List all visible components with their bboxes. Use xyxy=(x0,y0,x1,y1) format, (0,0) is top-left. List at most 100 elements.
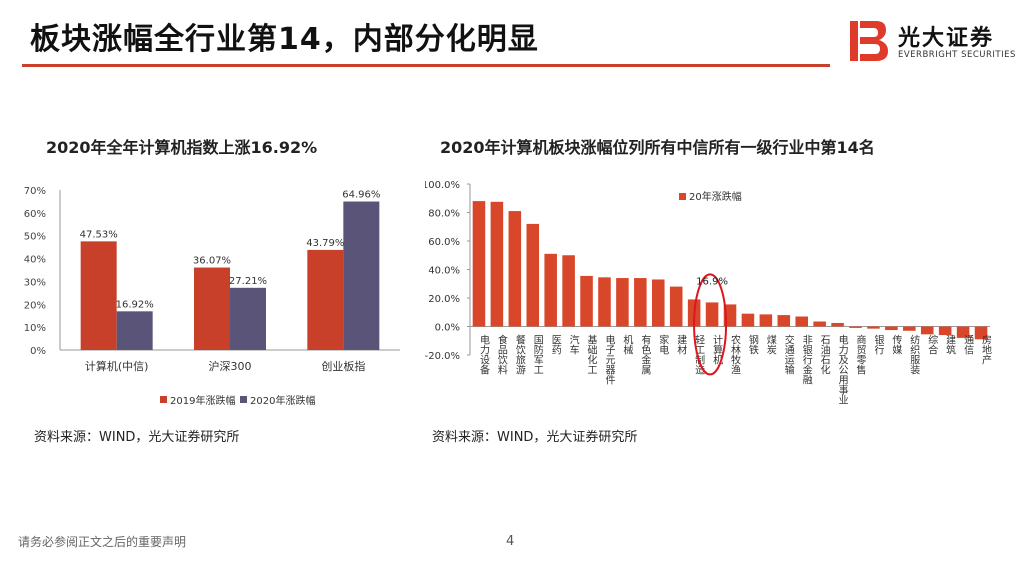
x-category-label: 银行 xyxy=(872,333,884,355)
data-label: 36.07% xyxy=(193,256,231,267)
industry-bar xyxy=(634,278,647,327)
data-label: 47.53% xyxy=(80,229,118,240)
industry-bar xyxy=(562,255,575,327)
x-category-label: 汽车 xyxy=(567,333,579,355)
bar-2019 xyxy=(80,241,117,350)
data-label: 27.21% xyxy=(229,276,267,287)
legend-label: 2020年涨跌幅 xyxy=(250,394,315,407)
industry-bar xyxy=(777,315,791,327)
x-category-label: 非银行金融 xyxy=(800,334,812,385)
y-tick-label: -20.0% xyxy=(425,351,460,362)
industry-bar xyxy=(849,326,862,328)
y-tick-label: 40.0% xyxy=(428,266,460,277)
industry-bar xyxy=(652,279,665,327)
bar-2020 xyxy=(343,201,380,350)
right-bar-chart: -20.0% 0.0% 20.0% 40.0% 60.0% 80.0% 100.0% 电力设备… xyxy=(425,180,992,405)
industry-bar xyxy=(669,286,683,327)
y-tick-label: 80.0% xyxy=(428,209,460,220)
bar-2019 xyxy=(307,249,344,350)
x-category-label: 农林牧渔 xyxy=(729,333,741,375)
company-logo: 光大证券 EVERBRIGHT SECURITIES xyxy=(848,18,1018,66)
y-tick-label: 60.0% xyxy=(428,237,460,248)
industry-bar xyxy=(508,211,522,327)
y-tick-label: 30% xyxy=(24,277,46,288)
x-category-label: 电力设备 xyxy=(477,333,489,375)
page-title: 板块涨幅全行业第14，内部分化明显 xyxy=(30,22,539,57)
highlight-label: 16.9% xyxy=(696,276,728,287)
x-category-label: 机械 xyxy=(621,333,633,355)
industry-bar xyxy=(580,275,593,327)
x-category-label: 传媒 xyxy=(890,334,902,355)
x-category-label: 电力及公用事业 xyxy=(836,333,848,404)
page-number: 4 xyxy=(506,534,515,549)
industry-bar xyxy=(616,278,629,327)
x-category-label: 创业板指 xyxy=(321,359,365,373)
bar-2020 xyxy=(116,311,153,350)
industry-bar xyxy=(813,321,826,327)
x-category-label: 房地产 xyxy=(980,333,992,365)
industry-bar xyxy=(938,326,952,336)
data-label: 16.92% xyxy=(116,299,154,310)
y-tick-label: 0% xyxy=(30,346,46,357)
industry-bar xyxy=(741,313,755,327)
x-category-label: 国防军工 xyxy=(531,334,543,374)
left-bar-chart: 0% 10% 20% 30% 40% 50% 60% 70% 47.53% 16.92% 计算机(中… xyxy=(24,186,400,407)
y-tick-label: 100.0% xyxy=(425,180,460,191)
legend-label: 2019年涨跌幅 xyxy=(170,394,235,407)
x-category-label: 沪深300 xyxy=(209,359,252,373)
logo-subtext: EVERBRIGHT SECURITIES xyxy=(898,50,1016,60)
x-category-label: 建材 xyxy=(675,333,687,354)
x-category-label: 综合 xyxy=(926,333,938,355)
y-tick-label: 70% xyxy=(24,186,46,197)
x-category-label: 家电 xyxy=(657,333,669,354)
x-category-label: 计算机(中信) xyxy=(85,359,149,373)
x-category-label: 煤炭 xyxy=(764,333,776,355)
industry-bar xyxy=(598,277,611,327)
industry-bar xyxy=(956,326,970,338)
y-tick-label: 20% xyxy=(24,300,46,311)
x-category-label: 有色金属 xyxy=(639,333,651,375)
y-tick-label: 40% xyxy=(24,255,46,266)
left-chart-source: 资料来源：WIND，光大证券研究所 xyxy=(34,430,240,445)
industry-bar xyxy=(544,253,557,327)
bar-2020 xyxy=(230,287,266,350)
x-category-label: 建筑 xyxy=(944,333,956,354)
x-category-label: 纺织服装 xyxy=(908,333,920,375)
y-tick-label: 10% xyxy=(24,323,46,334)
industry-bar xyxy=(705,302,719,327)
industry-bar xyxy=(759,314,773,327)
right-chart-source: 资料来源：WIND，光大证券研究所 xyxy=(432,430,638,445)
legend-label: 20年涨跌幅 xyxy=(689,190,742,203)
highlight-circle xyxy=(693,273,728,376)
industry-bar xyxy=(867,326,880,329)
x-category-label: 医药 xyxy=(549,334,561,355)
left-chart-title: 2020年全年计算机指数上涨16.92% xyxy=(46,138,318,157)
x-category-label: 钢铁 xyxy=(746,333,758,355)
x-category-label: 食品饮料 xyxy=(495,333,507,375)
everbright-logo-icon xyxy=(850,21,888,61)
y-tick-label: 20.0% xyxy=(428,294,460,305)
x-category-label: 石油石化 xyxy=(818,335,830,375)
right-chart-title: 2020年计算机板块涨幅位列所有中信所有一级行业中第14名 xyxy=(440,138,875,157)
x-category-label: 计算机 xyxy=(711,333,723,365)
industry-bar xyxy=(490,201,504,327)
data-label: 64.96% xyxy=(342,190,380,201)
industry-bar xyxy=(831,322,844,327)
bar-2019 xyxy=(194,267,230,350)
data-label: 43.79% xyxy=(306,238,344,249)
industry-bar xyxy=(885,326,898,331)
x-category-label: 餐饮旅游 xyxy=(513,333,525,375)
logo-text: 光大证券 xyxy=(898,26,995,51)
disclaimer: 请务必参阅正文之后的重要声明 xyxy=(18,535,187,549)
legend-swatch xyxy=(240,396,247,403)
industry-bar xyxy=(795,316,808,327)
industry-bar xyxy=(920,326,934,335)
industry-bar xyxy=(472,201,486,327)
y-tick-label: 0.0% xyxy=(435,323,460,334)
legend-swatch xyxy=(679,193,686,200)
y-tick-label: 50% xyxy=(24,232,46,243)
x-category-label: 商贸零售 xyxy=(854,333,866,375)
x-category-label: 通信 xyxy=(962,334,974,355)
industry-bar xyxy=(903,326,916,331)
y-tick-label: 60% xyxy=(24,209,46,220)
